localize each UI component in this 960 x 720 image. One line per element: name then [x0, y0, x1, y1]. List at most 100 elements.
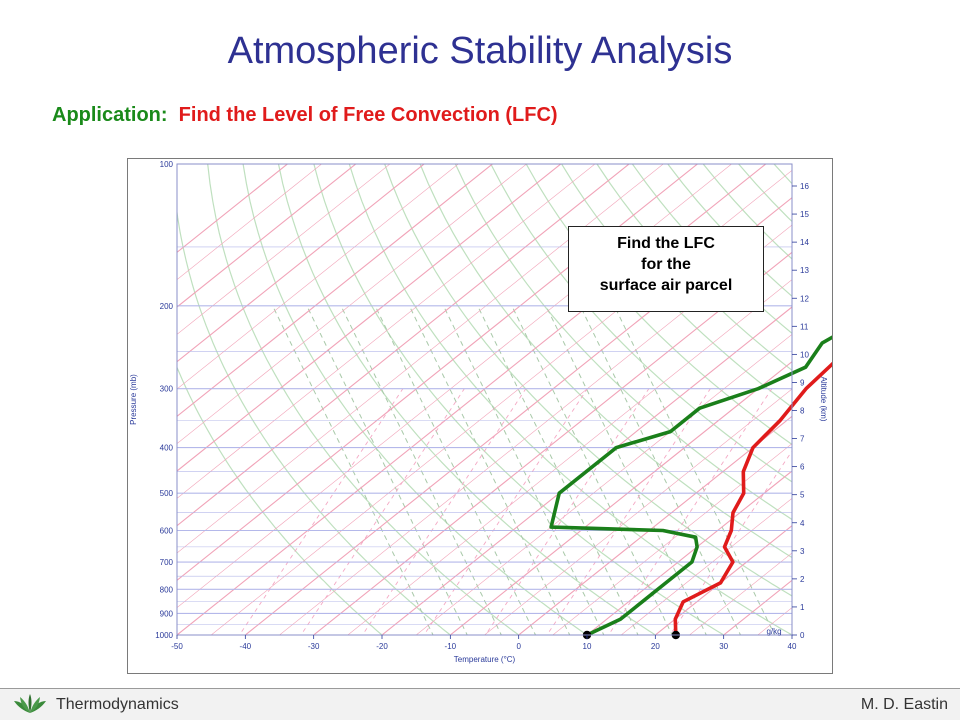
altitude-axis-label: Altitude (km) [819, 377, 828, 422]
isotherm [177, 164, 289, 254]
isotherm [177, 164, 425, 363]
temperature-tick-label: 20 [651, 642, 660, 651]
temperature-tick-label: -50 [171, 642, 183, 651]
isotherm [177, 164, 596, 499]
isotherm [620, 497, 792, 635]
isotherm [517, 415, 792, 635]
temperature-tick-label: -20 [376, 642, 388, 651]
callout-line-2: for the [641, 256, 691, 273]
isotherm [381, 306, 792, 635]
moist-adiabat [579, 305, 742, 635]
isotherm [177, 164, 459, 390]
pressure-tick-label: 1000 [155, 631, 173, 640]
isotherm [449, 360, 792, 635]
temperature-tick-label: 0 [516, 642, 521, 651]
altitude-tick-label: 1 [800, 603, 805, 612]
pressure-tick-label: 100 [160, 160, 174, 169]
moist-adiabat [511, 305, 673, 635]
isotherm [654, 524, 792, 635]
temperature-tick-label: 10 [583, 642, 592, 651]
altitude-tick-label: 14 [800, 238, 809, 247]
moist-adiabat [443, 305, 605, 635]
subtitle-lead: Application: [52, 104, 168, 126]
callout-line-1: Find the LFC [617, 235, 715, 252]
isotherm [415, 333, 792, 635]
isotherm [177, 164, 357, 308]
y-axis-label: Pressure (mb) [129, 374, 138, 425]
temperature-tick-label: -10 [445, 642, 457, 651]
callout-line-3: surface air parcel [599, 277, 733, 294]
leaf-logo-icon [14, 694, 46, 713]
isotherm [552, 443, 792, 635]
dry-adiabat [177, 207, 452, 635]
dry-adiabat [177, 365, 383, 635]
isotherm [177, 164, 494, 418]
temperature-tick-label: -40 [240, 642, 252, 651]
pressure-tick-label: 400 [160, 444, 174, 453]
isotherm [689, 552, 792, 635]
subtitle-rest: Find the Level of Free Convection (LFC) [178, 104, 558, 126]
isotherm [312, 251, 792, 635]
moist-adiabat [340, 305, 502, 635]
pressure-tick-label: 600 [160, 527, 174, 536]
altitude-tick-label: 6 [800, 463, 805, 472]
pressure-tick-label: 800 [160, 585, 174, 594]
moist-adiabat [545, 305, 707, 635]
mixing-ratio-line [484, 388, 650, 635]
slide-footer: Thermodynamics M. D. Eastin [0, 688, 960, 720]
altitude-tick-label: 10 [800, 350, 809, 359]
footer-author: M. D. Eastin [860, 696, 948, 713]
mixing-ratio-line [669, 450, 792, 635]
temperature-tick-label: 40 [788, 642, 797, 651]
temperature-tick-label: 30 [719, 642, 728, 651]
altitude-tick-label: 8 [800, 407, 805, 416]
altitude-tick-label: 13 [800, 266, 809, 275]
slide-title: Atmospheric Stability Analysis [227, 30, 733, 72]
altitude-tick-label: 9 [800, 378, 805, 387]
dewpoint-line [549, 304, 892, 637]
altitude-tick-label: 4 [800, 519, 805, 528]
mixing-ratio-line [423, 388, 588, 635]
isotherm [177, 164, 323, 281]
x-axis-label: Temperature (°C) [454, 655, 516, 664]
moist-adiabat [306, 305, 468, 635]
altitude-tick-label: 5 [800, 491, 805, 500]
moist-adiabat [477, 305, 639, 635]
dry-adiabat [242, 164, 589, 635]
moist-adiabat [374, 305, 537, 635]
altitude-tick-label: 11 [800, 322, 809, 331]
pressure-tick-label: 500 [160, 489, 174, 498]
altitude-tick-label: 2 [800, 575, 805, 584]
plot-frame [176, 163, 793, 636]
mixing-ratio-line [546, 388, 711, 635]
moist-adiabat [272, 305, 434, 635]
altitude-tick-label: 16 [800, 182, 809, 191]
moist-adiabat [408, 305, 571, 635]
isotherm [484, 388, 792, 635]
altitude-tick-label: 7 [800, 435, 805, 444]
altitude-tick-label: 0 [800, 631, 805, 640]
altitude-tick-label: 15 [800, 210, 809, 219]
mixing-ratio-line [238, 388, 404, 635]
mixing-ratio-line [361, 388, 527, 635]
pressure-tick-label: 900 [160, 609, 174, 618]
mixing-ratio-line [300, 388, 465, 635]
lfc-callout: Find the LFC for the surface air parcel [568, 226, 764, 312]
isotherm [177, 164, 630, 527]
temperature-tick-label: -30 [308, 642, 320, 651]
pressure-tick-label: 700 [160, 558, 174, 567]
footer-course: Thermodynamics [56, 696, 179, 713]
slide-subtitle: Application: Find the Level of Free Conv… [52, 104, 558, 127]
isotherm [347, 279, 792, 635]
altitude-tick-label: 3 [800, 547, 805, 556]
pressure-tick-label: 200 [160, 302, 174, 311]
isotherm [177, 164, 562, 472]
isotherm [279, 224, 792, 635]
altitude-tick-label: 12 [800, 294, 809, 303]
pressure-tick-label: 300 [160, 385, 174, 394]
mixing-ratio-line [607, 388, 773, 635]
mixing-ratio-unit-label: g/kg [766, 627, 781, 636]
isotherm [177, 164, 528, 445]
isotherm [177, 164, 391, 335]
